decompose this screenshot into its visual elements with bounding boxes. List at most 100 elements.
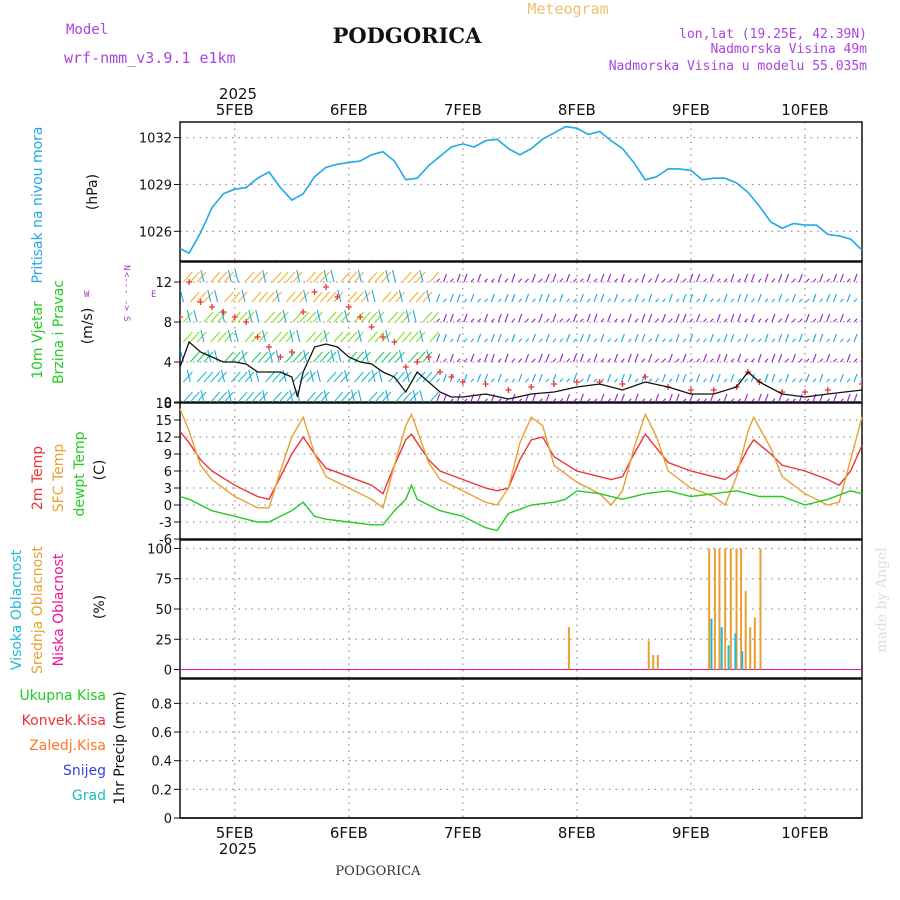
wind-arrow bbox=[792, 278, 796, 283]
wind-arrow bbox=[819, 298, 824, 303]
wind-arrow bbox=[771, 353, 776, 363]
wind-arrow bbox=[853, 358, 858, 363]
mid-cloud-bar bbox=[744, 590, 747, 670]
wind-arrow bbox=[309, 369, 314, 383]
wind-arrow bbox=[347, 262, 348, 263]
wind-arrow bbox=[579, 378, 584, 383]
wind-arrow bbox=[189, 291, 200, 303]
wind-direction-legend: N <-- - -> S W E bbox=[84, 265, 156, 321]
wind-arrow bbox=[210, 391, 221, 402]
wind-arrow bbox=[750, 298, 755, 303]
wind-arrow bbox=[771, 278, 776, 283]
cloud-ylabel-low: Niska Oblacnost bbox=[51, 553, 67, 666]
wind-arrow bbox=[579, 353, 584, 363]
wind-arrow bbox=[258, 351, 269, 363]
wind-ytick-label: 0 bbox=[164, 396, 172, 411]
wind-arrow bbox=[357, 389, 362, 402]
wind-arrow bbox=[634, 293, 639, 303]
wind-arrow bbox=[586, 358, 591, 363]
mid-cloud-bar bbox=[724, 548, 727, 670]
wind-arrow bbox=[299, 351, 310, 363]
wind-arrow bbox=[262, 329, 267, 343]
wind-arrow bbox=[785, 273, 790, 283]
wind-arrow bbox=[196, 371, 207, 383]
mid-cloud-bar bbox=[708, 548, 711, 670]
mid-cloud-bar bbox=[749, 627, 752, 670]
wind-arrow bbox=[419, 329, 424, 343]
wind-arrow bbox=[655, 393, 660, 402]
wind-arrow bbox=[282, 309, 287, 323]
wind-arrow bbox=[778, 393, 783, 402]
wind-arrow bbox=[497, 358, 502, 363]
wind-arrow bbox=[716, 278, 721, 283]
wind-arrow bbox=[627, 313, 632, 323]
wind-arrow bbox=[566, 333, 571, 343]
wind-arrow bbox=[832, 273, 838, 283]
gust-marker bbox=[254, 334, 261, 340]
wind-arrow bbox=[415, 331, 426, 343]
wind-arrow bbox=[641, 358, 646, 363]
wind-arrow bbox=[463, 298, 468, 303]
wind-arrow bbox=[614, 338, 618, 343]
wind-arrow bbox=[785, 373, 790, 383]
wind-arrow bbox=[593, 378, 598, 383]
wind-arrow bbox=[791, 353, 796, 363]
wind-arrow bbox=[839, 298, 844, 303]
wind-arrow bbox=[853, 393, 858, 402]
wind-arrow bbox=[367, 371, 378, 383]
wind-arrow bbox=[627, 278, 632, 283]
wind-arrow bbox=[244, 371, 255, 383]
wind-arrow bbox=[607, 373, 612, 383]
wind-arrow bbox=[696, 373, 701, 383]
wind-arrow bbox=[223, 262, 225, 263]
wind-arrow bbox=[214, 349, 219, 363]
wind-arrow bbox=[183, 331, 193, 343]
high-cloud-bar bbox=[727, 645, 730, 670]
wind-arrow bbox=[614, 278, 618, 283]
gust-marker bbox=[300, 309, 307, 315]
wind-arrow bbox=[750, 338, 755, 343]
wind-arrow bbox=[251, 271, 262, 283]
wind-arrow bbox=[846, 293, 851, 303]
wind-arrow bbox=[586, 373, 591, 383]
wind-arrow bbox=[655, 358, 659, 363]
wind-arrow bbox=[778, 293, 783, 303]
wind-arrow bbox=[484, 298, 488, 303]
wind-arrow bbox=[271, 371, 282, 383]
wind-arrow bbox=[374, 351, 385, 363]
wind-arrow bbox=[278, 311, 289, 323]
wind-arrow bbox=[285, 351, 296, 363]
wind-arrow bbox=[723, 393, 728, 402]
wind-arrow bbox=[785, 333, 790, 343]
wind-arrow bbox=[730, 273, 735, 283]
wind-arrow bbox=[620, 298, 625, 303]
wind-arrow bbox=[846, 318, 851, 323]
wind-arrow bbox=[408, 331, 419, 343]
wind-arrow bbox=[333, 311, 344, 323]
wind-arrow bbox=[723, 333, 728, 343]
wind-arrow bbox=[275, 349, 280, 363]
wind-arrow bbox=[271, 391, 282, 402]
wind-arrow bbox=[354, 271, 364, 283]
wind-arrow bbox=[258, 291, 269, 303]
wind-arrow bbox=[668, 378, 673, 383]
wind-arrow bbox=[189, 331, 200, 343]
wind-arrow bbox=[443, 358, 447, 363]
wind-arrow bbox=[737, 313, 742, 323]
wind-arrow bbox=[323, 389, 328, 402]
wind-arrow bbox=[600, 393, 605, 402]
top-year-label: 2025 bbox=[219, 85, 257, 103]
panels: 10261029103204812-6-30369121518025507510… bbox=[139, 121, 863, 827]
wind-arrow bbox=[531, 333, 536, 343]
temp-dewpt-line bbox=[179, 483, 863, 532]
wind-arrow bbox=[227, 329, 232, 343]
watermark: made by Angel bbox=[874, 547, 890, 653]
gust-marker bbox=[231, 314, 238, 320]
wind-arrow bbox=[326, 371, 337, 383]
wind-arrow bbox=[296, 269, 301, 283]
wind-arrow bbox=[477, 373, 482, 383]
mid-cloud-bar bbox=[759, 548, 762, 670]
wind-arrow bbox=[744, 273, 749, 283]
wind-arrow bbox=[662, 278, 666, 283]
temp-sfc-line bbox=[179, 408, 863, 509]
